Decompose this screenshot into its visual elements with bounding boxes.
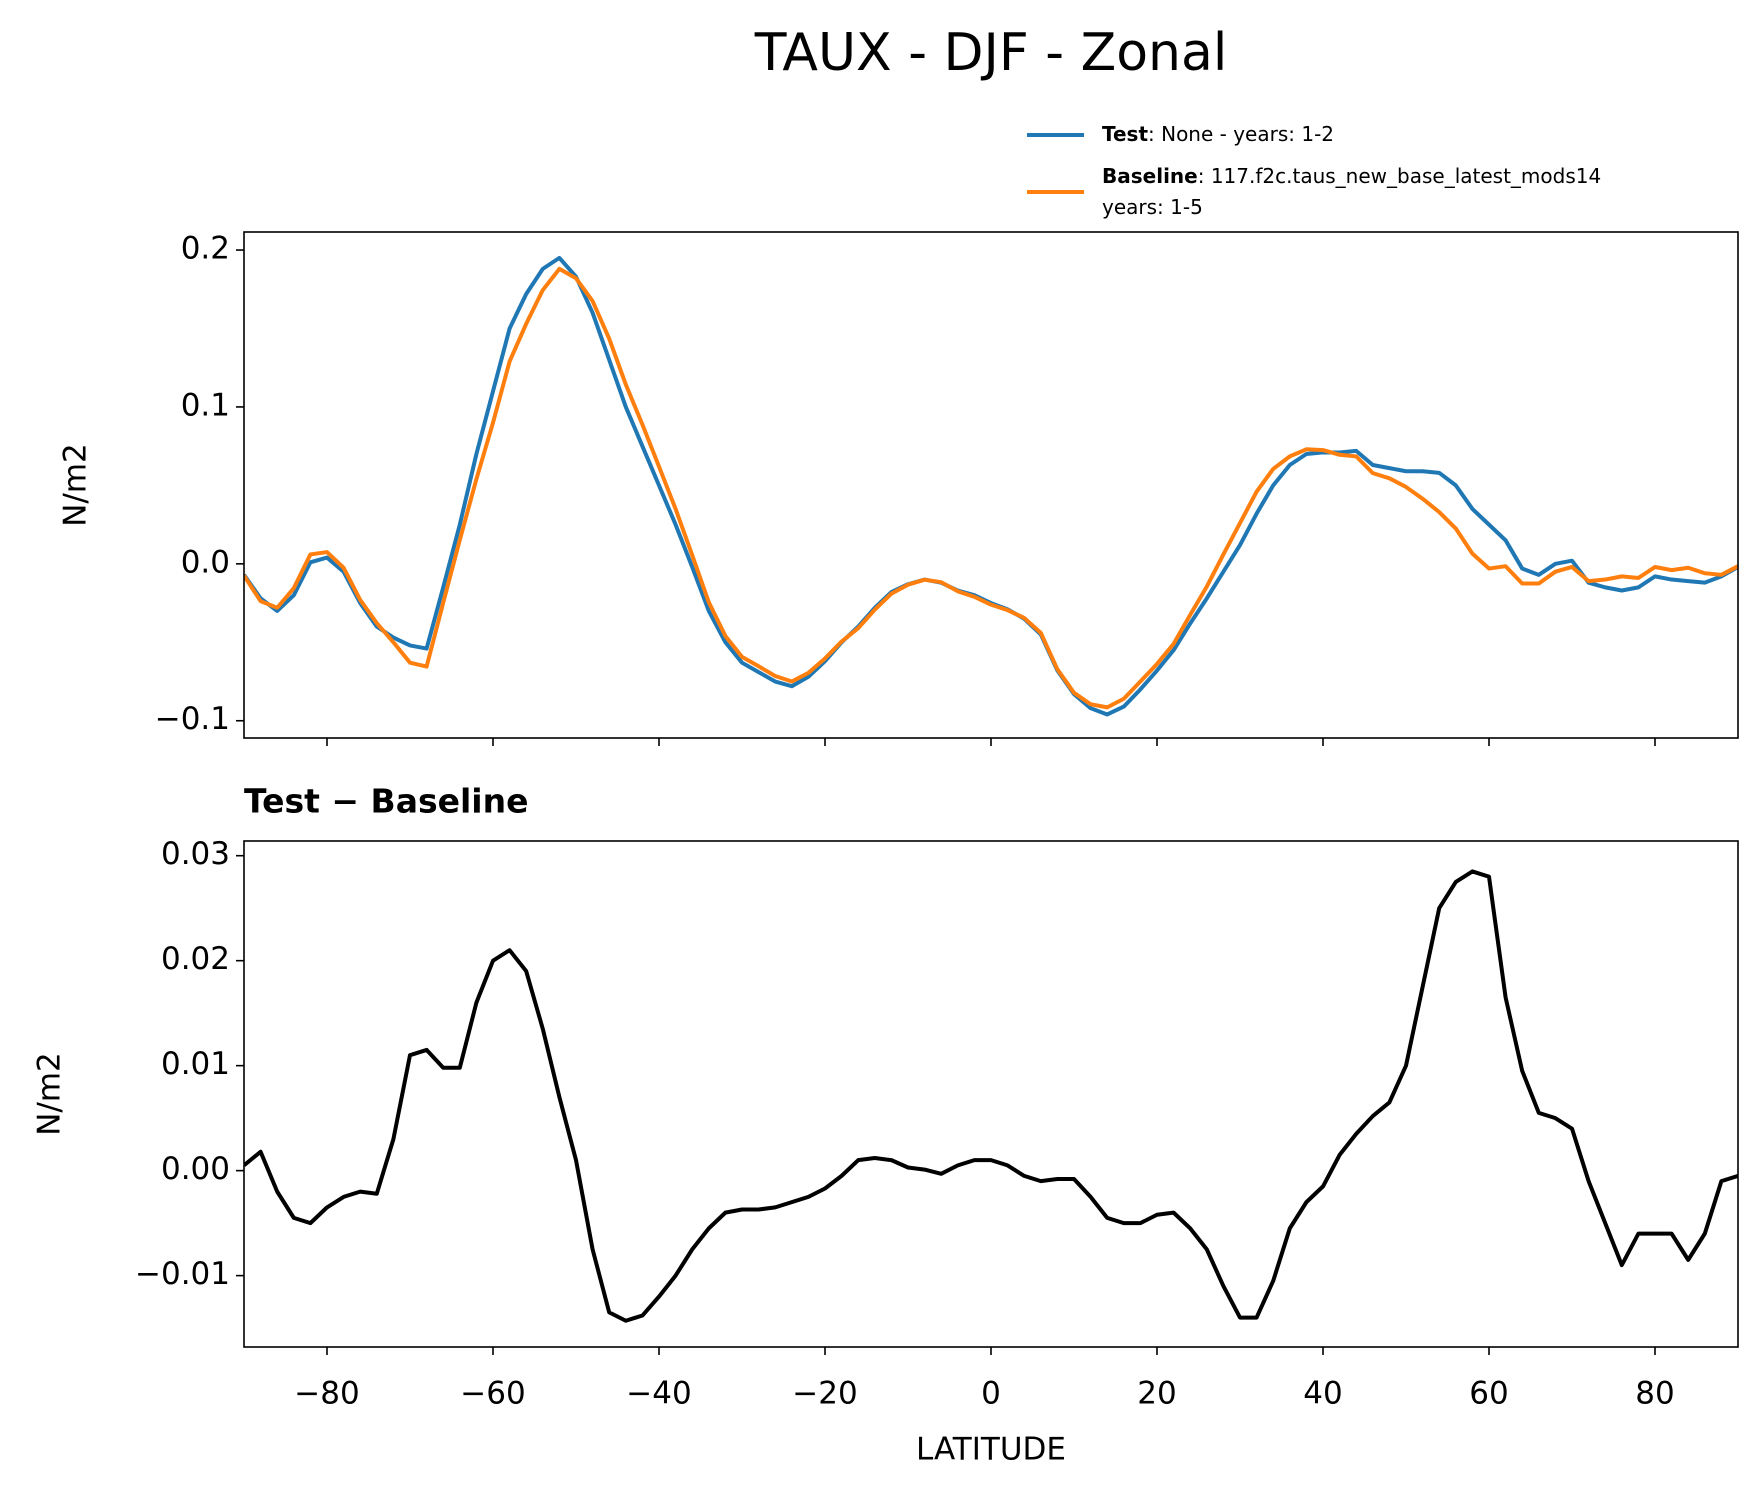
- legend-name: Test: [1102, 122, 1148, 146]
- subplot-title: Test − Baseline: [244, 782, 529, 821]
- x-axis-label: LATITUDE: [916, 1432, 1066, 1468]
- y-tick-label: 0.00: [161, 1151, 230, 1187]
- figure-title: TAUX - DJF - Zonal: [754, 23, 1228, 83]
- axes-frame: [243, 840, 1739, 1348]
- x-tick-label: 40: [1303, 1376, 1342, 1412]
- x-tick-label: 60: [1469, 1376, 1508, 1412]
- data-line: [244, 266, 1738, 710]
- y-tick-label: −0.1: [155, 701, 230, 737]
- x-tick-label: −40: [626, 1376, 691, 1412]
- y-axis-label: N/m2: [58, 443, 94, 527]
- x-tick-label: 0: [981, 1376, 1001, 1412]
- legend-label: Baseline: 117.f2c.taus_new_base_latest_m…: [1102, 164, 1601, 188]
- x-tick-label: 20: [1137, 1376, 1176, 1412]
- legend-label: Test: None - years: 1-2: [1102, 122, 1334, 146]
- y-tick-label: 0.1: [181, 387, 230, 423]
- y-axis-label: N/m2: [32, 1052, 68, 1136]
- y-tick-label: 0.2: [181, 231, 230, 267]
- y-tick-label: −0.01: [135, 1256, 230, 1292]
- x-tick-label: −20: [792, 1376, 857, 1412]
- x-tick-label: 80: [1635, 1376, 1674, 1412]
- legend-detail: years: 1-5: [1102, 195, 1203, 219]
- legend-name: Baseline: [1102, 164, 1198, 188]
- legend-label: years: 1-5: [1102, 195, 1203, 219]
- x-tick-label: −80: [294, 1376, 359, 1412]
- y-tick-label: 0.0: [181, 544, 230, 580]
- plot-area: [244, 255, 1738, 717]
- legend-detail: : None - years: 1-2: [1148, 122, 1334, 146]
- data-line: [244, 255, 1738, 717]
- axes-frame: [243, 231, 1739, 739]
- legend-detail: : 117.f2c.taus_new_base_latest_mods14: [1198, 164, 1601, 188]
- x-tick-label: −60: [460, 1376, 525, 1412]
- y-tick-label: 0.01: [161, 1046, 230, 1082]
- plot-area: [244, 869, 1738, 1323]
- data-line: [244, 869, 1738, 1323]
- y-tick-label: 0.02: [161, 941, 230, 977]
- y-tick-label: 0.03: [161, 836, 230, 872]
